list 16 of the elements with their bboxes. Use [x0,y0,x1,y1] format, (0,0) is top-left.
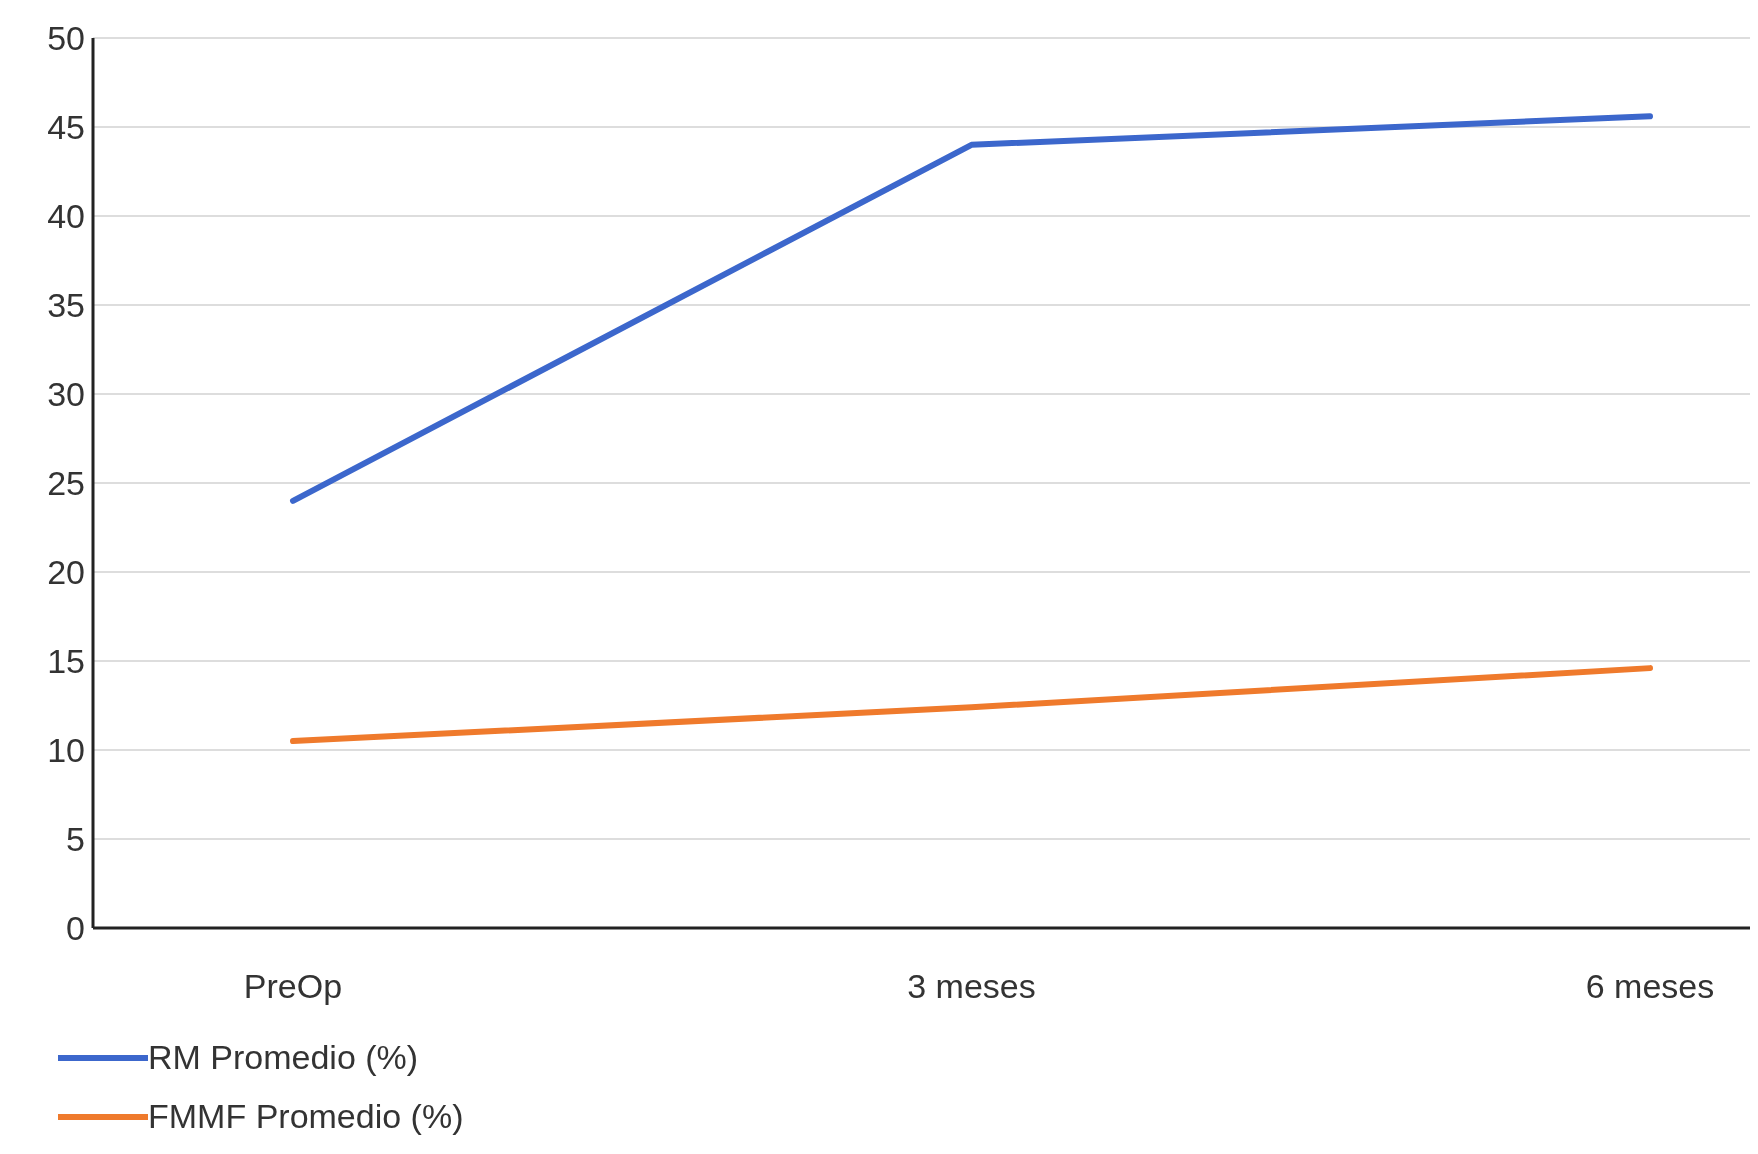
y-tick-label: 25 [47,464,85,503]
y-tick-label: 30 [47,375,85,414]
legend-label: RM Promedio (%) [148,1038,419,1077]
y-tick-label: 0 [66,909,85,948]
y-tick-label: 10 [47,731,85,770]
y-tick-label: 20 [47,553,85,592]
y-tick-label: 35 [47,286,85,325]
y-tick-label: 15 [47,642,85,681]
x-tick-label: 3 meses [907,967,1036,1006]
y-tick-label: 40 [47,197,85,236]
y-tick-label: 5 [66,820,85,859]
y-tick-label: 45 [47,108,85,147]
x-tick-label: 6 meses [1585,967,1715,1006]
legend-label: FMMF Promedio (%) [148,1097,464,1136]
x-tick-label: PreOp [243,967,343,1006]
y-tick-label: 50 [47,19,85,58]
